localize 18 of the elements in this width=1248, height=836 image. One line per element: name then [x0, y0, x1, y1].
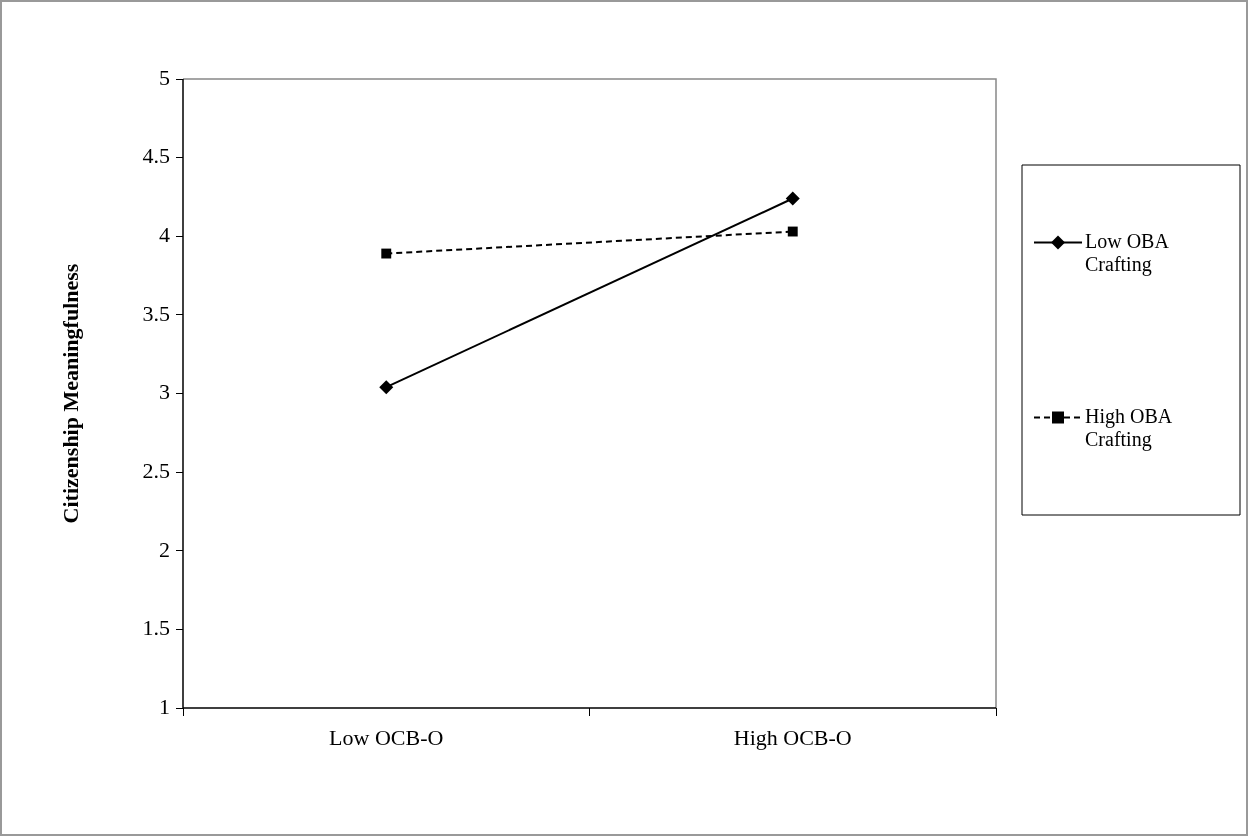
- y-tick-label: 1: [159, 693, 170, 719]
- y-tick-label: 3.5: [142, 300, 170, 326]
- y-tick-label: 2: [159, 536, 170, 562]
- y-tick-label: 5: [159, 64, 170, 90]
- y-axis-title: Citizenship Meaningfulness: [57, 263, 83, 524]
- point: [787, 226, 798, 237]
- y-tick-label: 2.5: [142, 457, 170, 483]
- point: [785, 191, 800, 206]
- y-tick-label: 1.5: [142, 615, 170, 641]
- point: [379, 380, 394, 395]
- y-tick-label: 4.5: [142, 143, 170, 169]
- point: [381, 248, 392, 259]
- legend-label: Low OBA Crafting: [1085, 229, 1170, 276]
- y-tick-label: 3: [159, 379, 170, 405]
- x-tick-label: High OCB-O: [733, 724, 852, 750]
- legend-label: High OBA Crafting: [1085, 404, 1173, 451]
- x-tick-label: Low OCB-O: [329, 724, 444, 750]
- y-tick-label: 4: [159, 222, 170, 248]
